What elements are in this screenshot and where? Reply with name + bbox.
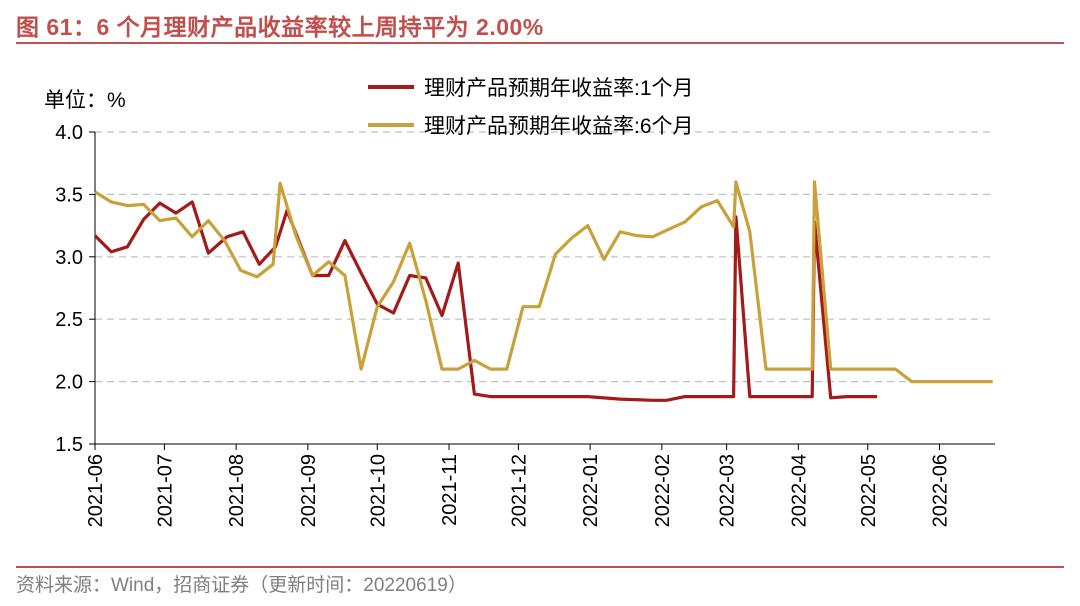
y-tick-label: 1.5 <box>55 434 83 456</box>
y-tick-label: 2.0 <box>55 372 83 394</box>
legend-label-1m: 理财产品预期年收益率:1个月 <box>424 77 694 100</box>
series-line-6m <box>94 180 993 384</box>
y-tick-label: 4.0 <box>55 122 83 144</box>
x-tick-label: 2021-07 <box>154 454 176 527</box>
x-tick-label: 2021-11 <box>439 454 461 526</box>
x-tick-label: 2022-04 <box>788 454 810 527</box>
gridlines <box>95 131 995 383</box>
legend-label-6m: 理财产品预期年收益率:6个月 <box>424 115 694 138</box>
x-tick-label: 2021-09 <box>298 454 320 527</box>
title-rule <box>16 42 1064 44</box>
series-lines <box>93 180 993 402</box>
source-note: 资料来源：Wind，招商证券（更新时间：20220619） <box>16 575 467 596</box>
x-tick-label: 2022-01 <box>580 454 602 527</box>
chart-title: 图 61：6 个月理财产品收益率较上周持平为 2.00% <box>16 14 544 40</box>
x-tick-label: 2022-05 <box>858 454 880 527</box>
legend: 理财产品预期年收益率:1个月 理财产品预期年收益率:6个月 <box>368 77 694 138</box>
x-tick-label: 2021-06 <box>85 454 107 527</box>
x-tick-label: 2021-10 <box>367 454 389 527</box>
footer-rule <box>16 566 1064 568</box>
y-tick-label: 3.0 <box>55 247 83 269</box>
axes: 1.5 2.0 2.5 3.0 3.5 4.0 2021-06 2021-07 2021-08 2… <box>55 122 995 527</box>
series-line-1m <box>93 200 877 402</box>
x-tick-label: 2022-06 <box>929 454 951 527</box>
x-tick-label: 2021-08 <box>226 454 248 527</box>
x-tick-label: 2022-02 <box>652 454 674 527</box>
x-tick-label: 2021-12 <box>508 454 530 527</box>
y-tick-label: 3.5 <box>55 184 83 206</box>
x-tick-label: 2022-03 <box>717 454 739 527</box>
y-tick-label: 2.5 <box>55 309 83 331</box>
unit-label: 单位：% <box>44 89 126 112</box>
